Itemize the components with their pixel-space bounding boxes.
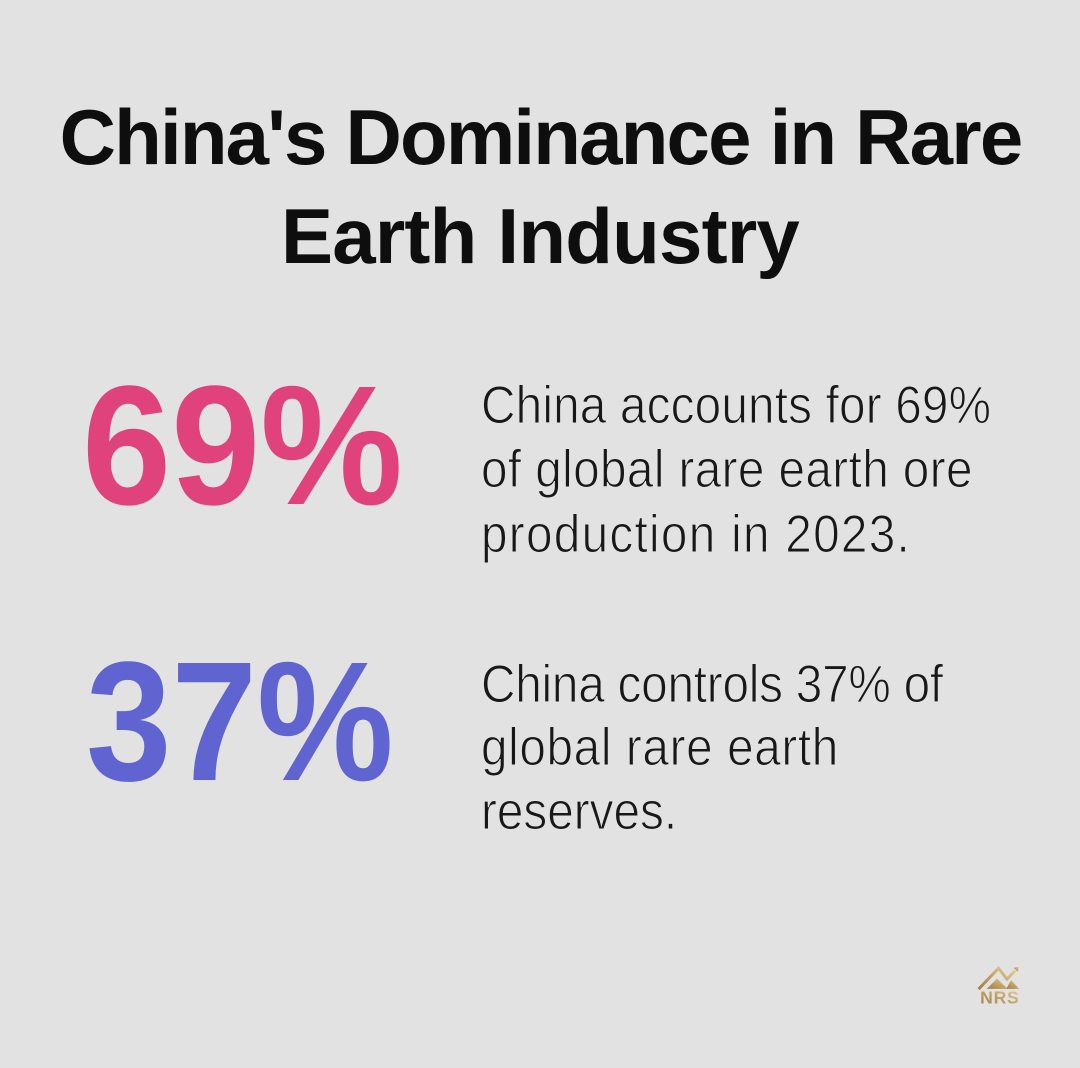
svg-text:NRS: NRS xyxy=(980,987,1019,1007)
